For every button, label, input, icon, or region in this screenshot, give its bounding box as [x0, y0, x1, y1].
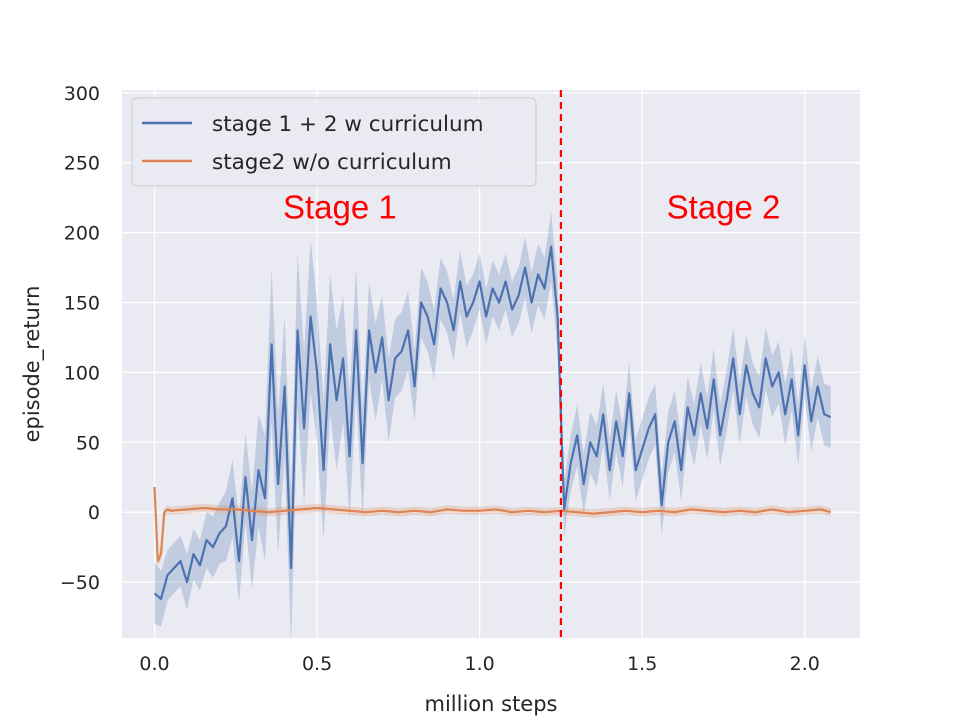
- x-tick-labels: 0.0 0.5 1.0 1.5 2.0: [139, 653, 819, 675]
- legend-label-series-1: stage 1 + 2 w curriculum: [212, 112, 484, 137]
- x-tick-label: 1.0: [465, 653, 495, 675]
- legend: stage 1 + 2 w curriculum stage2 w/o curr…: [131, 97, 537, 187]
- y-tick-label: 300: [64, 83, 100, 105]
- y-axis-label: episode_return: [20, 286, 45, 443]
- stage-annotations: Stage 1 Stage 2: [283, 189, 780, 226]
- y-tick-label: 150: [64, 292, 100, 314]
- y-tick-label: 0: [88, 502, 100, 524]
- x-axis-label: million steps: [425, 692, 558, 716]
- x-tick-label: 1.5: [627, 653, 657, 675]
- x-tick-label: 0.5: [302, 653, 332, 675]
- stage-label-1: Stage 1: [283, 189, 397, 226]
- legend-box: [131, 97, 537, 187]
- x-tick-label: 0.0: [139, 653, 169, 675]
- y-tick-label: −50: [60, 572, 100, 594]
- y-tick-label: 100: [64, 362, 100, 384]
- x-tick-label: 2.0: [790, 653, 820, 675]
- stage-label-2: Stage 2: [667, 189, 781, 226]
- legend-label-series-2: stage2 w/o curriculum: [212, 150, 452, 175]
- y-tick-labels: −50 0 50 100 150 200 250 300: [60, 83, 100, 594]
- band-series-1: [154, 211, 831, 645]
- y-tick-label: 200: [64, 223, 100, 245]
- series-lines: [153, 245, 832, 601]
- y-tick-label: 50: [76, 432, 100, 454]
- confidence-bands: [154, 211, 831, 645]
- y-tick-label: 250: [64, 153, 100, 175]
- line-series-1: [153, 245, 832, 601]
- line-series-2: [153, 486, 832, 563]
